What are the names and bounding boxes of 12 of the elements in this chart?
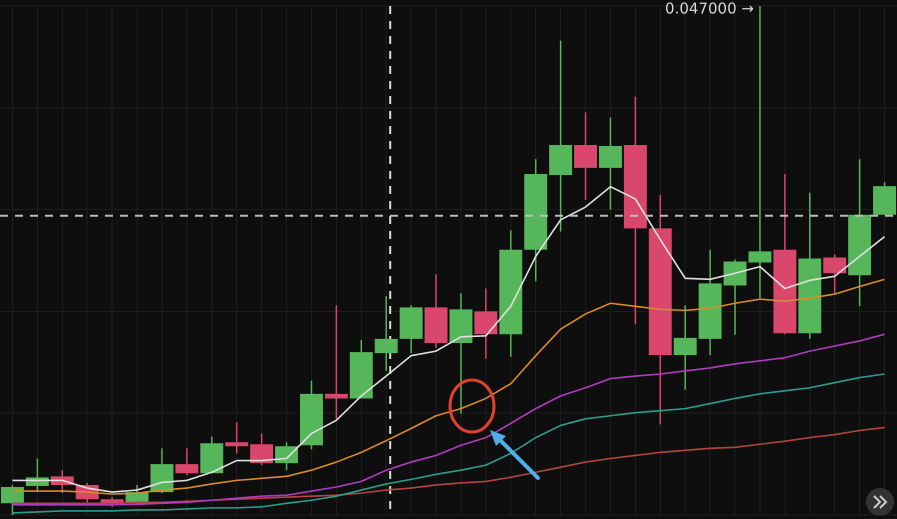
candlestick: [474, 288, 498, 360]
candlestick: [674, 304, 697, 391]
candlestick: [823, 254, 846, 294]
candlestick: [225, 422, 248, 454]
candlestick: [175, 448, 198, 476]
candlestick: [724, 258, 747, 336]
candlestick: [324, 304, 348, 420]
candlestick: [0, 484, 24, 516]
annotation: 0.047000 →: [665, 0, 754, 18]
candlestick: [250, 432, 274, 466]
candlestick: [574, 112, 598, 201]
candlestick: [598, 116, 622, 210]
